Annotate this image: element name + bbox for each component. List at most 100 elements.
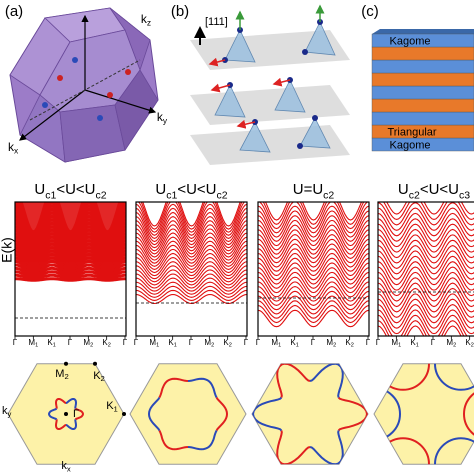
band <box>136 244 247 267</box>
title-part: <U<U <box>420 181 459 198</box>
band <box>136 293 247 305</box>
band <box>136 240 247 264</box>
contour <box>54 419 67 430</box>
band <box>136 248 247 270</box>
x-tick-label: K2 <box>102 338 110 349</box>
band <box>378 255 474 280</box>
band <box>258 281 369 302</box>
contour <box>187 377 218 398</box>
band <box>15 256 126 271</box>
x-tick-label: M1 <box>28 338 38 349</box>
band <box>378 304 474 329</box>
plot-frame <box>135 201 248 337</box>
point-label: Γ <box>73 408 79 420</box>
contour <box>252 396 283 432</box>
point <box>64 412 68 416</box>
band <box>136 281 247 295</box>
layer <box>371 46 474 61</box>
band <box>378 212 474 237</box>
brillouin-zone-2d <box>251 363 369 465</box>
contour <box>374 387 401 441</box>
band <box>378 282 474 308</box>
band <box>142 202 241 227</box>
brillouin-zone-2d <box>129 363 247 465</box>
band <box>15 263 126 275</box>
band <box>15 245 126 265</box>
contours <box>47 398 85 430</box>
layer <box>371 59 474 74</box>
band <box>382 202 474 220</box>
symbol: M <box>391 338 398 347</box>
band <box>258 295 369 315</box>
contour <box>276 430 311 465</box>
subscript: 2 <box>333 343 336 349</box>
symbol: M <box>446 338 453 347</box>
subscript: 2 <box>90 343 93 349</box>
panel-title: Uc1<U<Uc2 <box>34 181 106 201</box>
band <box>378 245 474 269</box>
band <box>378 277 474 302</box>
band <box>258 262 369 285</box>
contour <box>47 407 58 421</box>
symbol: Γ <box>366 338 371 347</box>
layer <box>371 85 474 100</box>
x-tick-label: M2 <box>446 338 456 349</box>
plot-frame <box>377 201 474 337</box>
axis-label: kx <box>61 460 71 473</box>
contour <box>215 396 229 432</box>
band <box>15 273 126 280</box>
subscript: 1 <box>114 404 118 413</box>
bands <box>15 202 126 319</box>
band <box>378 298 474 324</box>
panel-label: (b) <box>171 3 189 20</box>
contour <box>376 437 430 465</box>
band <box>136 285 247 298</box>
symbol: k <box>157 110 164 124</box>
plot-area <box>258 202 369 336</box>
symbol: M <box>28 338 35 347</box>
symbol: Γ <box>123 338 128 347</box>
band <box>378 287 474 313</box>
title-part: U <box>34 181 45 198</box>
symbol: K <box>102 338 108 347</box>
x-tick-label: Γ <box>244 338 249 347</box>
band <box>378 207 474 231</box>
fermi-surfaces <box>7 361 474 465</box>
panel-title: Uc2<U<Uc3 <box>398 181 470 201</box>
contour <box>54 398 67 409</box>
subscript: 2 <box>453 343 456 349</box>
symbol: K <box>106 400 114 412</box>
point-label: K2 <box>93 370 105 383</box>
plot-frame <box>257 201 370 337</box>
band <box>258 238 369 264</box>
point <box>93 361 97 366</box>
layer-label: Kagome <box>390 139 431 151</box>
band <box>258 234 369 259</box>
subscript: 1 <box>296 343 299 349</box>
band <box>378 234 474 259</box>
x-tick-label: Γ <box>376 338 381 347</box>
symbol: K <box>410 338 416 347</box>
x-tick-label: M2 <box>326 338 336 349</box>
layer <box>371 98 474 113</box>
panel-title: Uc1<U<Uc2 <box>155 181 227 201</box>
subscript: 2 <box>471 343 474 349</box>
band <box>15 252 126 269</box>
band <box>378 250 474 275</box>
band <box>258 257 369 281</box>
layer-label: Kagome <box>390 35 431 47</box>
contour <box>65 419 78 430</box>
x-tick-label: M2 <box>83 338 93 349</box>
band <box>258 300 369 319</box>
band <box>136 265 247 283</box>
contour <box>463 387 474 441</box>
direction-label: [111] <box>205 16 228 28</box>
x-tick-label: M1 <box>391 338 401 349</box>
band <box>258 224 369 251</box>
symbol: k <box>8 140 15 154</box>
axis-label: kx <box>8 140 19 156</box>
symbol: Γ <box>311 338 316 347</box>
subscript: 2 <box>64 372 68 381</box>
subscript: c2 <box>96 189 107 201</box>
symbol: M <box>149 338 156 347</box>
